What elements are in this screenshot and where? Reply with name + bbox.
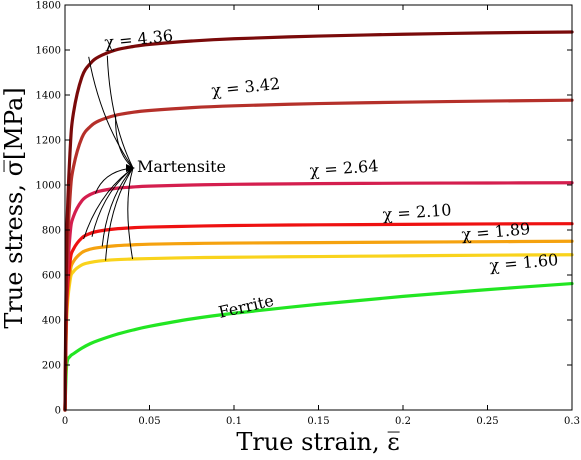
series-line-3 — [63, 181, 574, 412]
martensite-pointer-line — [101, 167, 134, 247]
y-tick-label: 1400 — [36, 91, 61, 102]
x-tick-label: 0.3 — [564, 416, 580, 427]
series-line-1 — [63, 30, 574, 412]
plot-frame — [64, 4, 573, 411]
y-tick-label: 600 — [42, 271, 61, 282]
y-tick-label: 200 — [42, 361, 61, 372]
y-tick-label: 400 — [42, 316, 61, 327]
label-martensite: Martensite — [137, 157, 226, 176]
x-tick-label: 0.05 — [138, 416, 160, 427]
annotation-layer: χ = 4.36 χ = 3.42 χ = 2.64 χ = 2.10 χ = … — [103, 26, 559, 322]
series-line-2 — [63, 98, 574, 412]
martensite-arrowhead — [126, 164, 135, 172]
x-tick-label: 0 — [62, 416, 68, 427]
y-axis-title: True stress, σ̅[MPa] — [0, 87, 28, 328]
series-line-7 — [63, 281, 574, 412]
axes-layer — [64, 4, 573, 411]
y-tick-label: 0 — [55, 406, 61, 417]
y-tick-label: 1200 — [36, 136, 61, 147]
label-chi-2-64: χ = 2.64 — [309, 156, 379, 180]
martensite-pointer-line — [105, 167, 134, 261]
y-tick-label: 800 — [42, 226, 61, 237]
series-line-4 — [63, 222, 574, 412]
y-tick-label: 1000 — [36, 181, 61, 192]
label-chi-3-42: χ = 3.42 — [210, 74, 281, 100]
martensite-pointer-line — [91, 167, 134, 237]
martensite-pointer-line — [127, 167, 134, 260]
label-chi-2-10: χ = 2.10 — [382, 200, 452, 224]
martensite-pointer-line — [88, 56, 134, 169]
x-tick-label: 0.25 — [476, 416, 498, 427]
x-tick-label: 0.2 — [395, 416, 411, 427]
series-line-6 — [63, 253, 574, 412]
label-chi-4-36: χ = 4.36 — [103, 26, 174, 52]
y-tick-label: 1800 — [36, 1, 61, 12]
label-ferrite: Ferrite — [217, 291, 276, 322]
ticks-layer: 0 0.05 0.1 0.15 0.2 0.25 0.3 0 200 400 600 800 1000 1… — [36, 1, 580, 428]
x-tick-label: 0.15 — [307, 416, 329, 427]
martensite-pointers — [83, 55, 135, 261]
x-tick-label: 0.1 — [226, 416, 242, 427]
y-tick-label: 1600 — [36, 46, 61, 57]
x-axis-title: True strain, ε̅ — [236, 428, 399, 456]
martensite-pointer-line — [115, 115, 134, 169]
